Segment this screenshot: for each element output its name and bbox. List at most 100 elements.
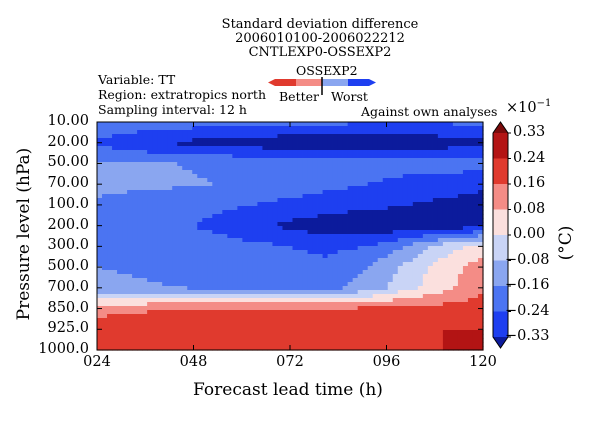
heatmap-cell <box>347 342 354 347</box>
heatmap-cell <box>447 122 454 127</box>
heatmap-cell <box>467 322 474 327</box>
heatmap-cell <box>382 314 389 319</box>
heatmap-cell <box>382 186 389 191</box>
heatmap-cell <box>157 206 163 211</box>
heatmap-cell <box>207 182 213 187</box>
heatmap-cell <box>147 222 153 227</box>
heatmap-cell <box>147 202 153 207</box>
heatmap-cell <box>227 178 233 183</box>
heatmap-cell <box>162 222 168 227</box>
heatmap-cell <box>472 134 479 139</box>
heatmap-cell <box>232 254 238 259</box>
heatmap-cell <box>467 338 474 343</box>
heatmap-cell <box>267 250 274 255</box>
heatmap-cell <box>442 258 449 263</box>
heatmap-cell <box>462 286 469 291</box>
heatmap-cell <box>272 342 279 347</box>
heatmap-cell <box>167 206 173 211</box>
heatmap-cell <box>372 290 379 295</box>
heatmap-cell <box>122 226 128 231</box>
heatmap-cell <box>407 310 414 315</box>
heatmap-cell <box>112 342 118 347</box>
heatmap-cell <box>452 282 459 287</box>
heatmap-cell <box>392 246 399 251</box>
heatmap-cell <box>397 170 404 175</box>
heatmap-cell <box>207 214 213 219</box>
heatmap-cell <box>222 230 228 235</box>
heatmap-cell <box>287 342 294 347</box>
heatmap-cell <box>147 234 153 239</box>
heatmap-cell <box>287 214 294 219</box>
heatmap-cell <box>247 182 254 187</box>
heatmap-cell <box>272 242 279 247</box>
heatmap-cell <box>282 342 289 347</box>
heatmap-cell <box>207 246 213 251</box>
heatmap-cell <box>297 338 304 343</box>
heatmap-cell <box>382 226 389 231</box>
heatmap-cell <box>402 230 409 235</box>
heatmap-cell <box>247 302 254 307</box>
heatmap-cell <box>262 230 269 235</box>
heatmap-cell <box>392 258 399 263</box>
heatmap-cell <box>147 306 153 311</box>
heatmap-cell <box>267 242 274 247</box>
heatmap-cell <box>342 286 349 291</box>
heatmap-cell <box>272 310 279 315</box>
heatmap-cell <box>332 162 339 167</box>
heatmap-cell <box>237 150 243 155</box>
heatmap-cell <box>132 254 138 259</box>
heatmap-cell <box>212 146 218 151</box>
heatmap-cell <box>402 322 409 327</box>
heatmap-cell <box>227 258 233 263</box>
heatmap-cell <box>227 342 233 347</box>
heatmap-cell <box>377 210 384 215</box>
heatmap-cell <box>432 122 439 127</box>
y-tick-label: 100.0 <box>47 195 89 212</box>
heatmap-cell <box>332 266 339 271</box>
heatmap-cell <box>317 338 324 343</box>
heatmap-cell <box>102 266 108 271</box>
heatmap-cell <box>217 314 223 319</box>
heatmap-cell <box>142 266 148 271</box>
heatmap-cell <box>302 126 309 131</box>
heatmap-cell <box>297 126 304 131</box>
heatmap-cell <box>192 322 198 327</box>
heatmap-cell <box>367 250 374 255</box>
heatmap-cell <box>187 170 193 175</box>
heatmap-cell <box>377 266 384 271</box>
heatmap-cell <box>352 174 359 179</box>
heatmap-cell <box>342 230 349 235</box>
heatmap-cell <box>202 134 208 139</box>
heatmap-cell <box>322 226 329 231</box>
heatmap-cell <box>222 314 228 319</box>
heatmap-cell <box>172 274 178 279</box>
heatmap-cell <box>342 274 349 279</box>
heatmap-cell <box>437 194 444 199</box>
heatmap-cell <box>332 170 339 175</box>
heatmap-cell <box>117 234 123 239</box>
heatmap-cell <box>277 330 284 335</box>
heatmap-cell <box>317 238 324 243</box>
heatmap-cell <box>142 278 148 283</box>
heatmap-cell <box>202 270 208 275</box>
heatmap-cell <box>217 202 223 207</box>
heatmap-cell <box>427 294 434 299</box>
heatmap-cell <box>177 318 183 323</box>
heatmap-cell <box>157 202 163 207</box>
heatmap-cell <box>407 222 414 227</box>
heatmap-cell <box>432 302 439 307</box>
heatmap-cell <box>162 322 168 327</box>
heatmap-cell <box>392 190 399 195</box>
heatmap-cell <box>207 254 213 259</box>
heatmap-cell <box>187 334 193 339</box>
heatmap-cell <box>407 186 414 191</box>
heatmap-cell <box>162 278 168 283</box>
heatmap-cell <box>247 330 254 335</box>
heatmap-cell <box>347 242 354 247</box>
heatmap-cell <box>247 190 254 195</box>
heatmap-cell <box>252 322 259 327</box>
heatmap-cell <box>412 198 419 203</box>
heatmap-cell <box>167 162 173 167</box>
colorbar-tick-label: 0.00 <box>513 226 546 242</box>
heatmap-cell <box>357 330 364 335</box>
